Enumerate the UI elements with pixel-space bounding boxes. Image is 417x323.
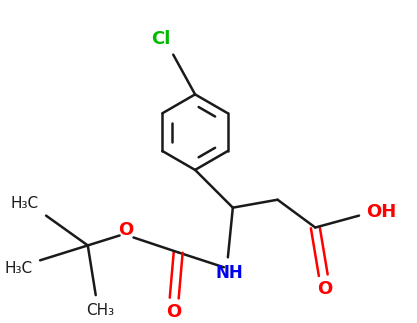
Text: O: O [318, 280, 333, 298]
Text: OH: OH [366, 203, 396, 221]
Text: O: O [167, 303, 182, 321]
Text: CH₃: CH₃ [85, 304, 114, 318]
Text: H₃C: H₃C [10, 196, 38, 211]
Text: Cl: Cl [152, 30, 171, 48]
Text: O: O [118, 221, 133, 238]
Text: NH: NH [216, 264, 244, 282]
Text: H₃C: H₃C [4, 261, 32, 276]
